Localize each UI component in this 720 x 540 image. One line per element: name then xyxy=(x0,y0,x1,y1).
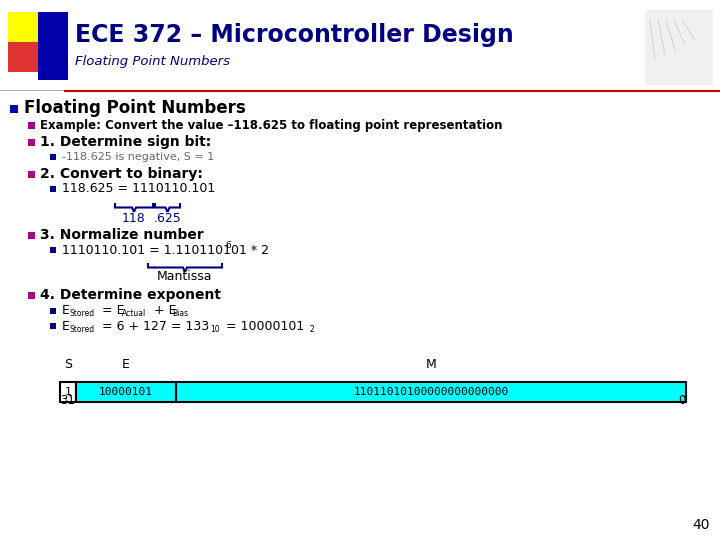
Text: 4. Determine exponent: 4. Determine exponent xyxy=(40,288,221,302)
Text: 118.625 = 1110110.101: 118.625 = 1110110.101 xyxy=(62,183,215,195)
Text: Stored: Stored xyxy=(70,309,95,319)
Bar xyxy=(28,122,35,129)
Bar xyxy=(50,247,56,253)
Bar xyxy=(176,382,686,402)
Text: Example: Convert the value –118.625 to floating point representation: Example: Convert the value –118.625 to f… xyxy=(40,118,503,132)
Text: = 6 + 127 = 133: = 6 + 127 = 133 xyxy=(98,320,209,333)
Bar xyxy=(50,323,56,329)
Bar xyxy=(28,171,35,178)
Text: -118.625 is negative, S = 1: -118.625 is negative, S = 1 xyxy=(62,152,215,162)
Bar xyxy=(50,308,56,314)
Text: 31: 31 xyxy=(60,394,75,407)
Text: = 10000101: = 10000101 xyxy=(222,320,305,333)
Bar xyxy=(8,12,38,42)
Bar xyxy=(28,232,35,239)
Bar xyxy=(645,10,713,85)
Text: Floating Point Numbers: Floating Point Numbers xyxy=(75,56,230,69)
Text: 10000101: 10000101 xyxy=(99,387,153,397)
Text: Stored: Stored xyxy=(70,325,95,334)
Text: 1: 1 xyxy=(65,387,71,397)
Text: Bias: Bias xyxy=(172,309,188,319)
Bar xyxy=(0,0,720,90)
Bar xyxy=(60,382,76,402)
Text: 1. Determine sign bit:: 1. Determine sign bit: xyxy=(40,135,211,149)
Text: M: M xyxy=(426,359,436,372)
Text: 40: 40 xyxy=(693,518,710,532)
Text: Floating Point Numbers: Floating Point Numbers xyxy=(24,99,246,117)
Text: ECE 372 – Microcontroller Design: ECE 372 – Microcontroller Design xyxy=(75,23,514,47)
Bar xyxy=(28,139,35,146)
Text: 11011010100000000000000: 11011010100000000000000 xyxy=(354,387,508,397)
Text: S: S xyxy=(64,359,72,372)
Bar xyxy=(8,42,38,72)
Text: E: E xyxy=(122,359,130,372)
Bar xyxy=(50,154,56,160)
Bar xyxy=(28,292,35,299)
Text: 10: 10 xyxy=(210,325,220,334)
Text: Actual: Actual xyxy=(122,309,146,319)
Bar xyxy=(38,12,68,80)
Text: .625: .625 xyxy=(153,212,181,225)
Text: 118: 118 xyxy=(122,212,146,225)
Text: E: E xyxy=(62,305,70,318)
Text: + E: + E xyxy=(150,305,176,318)
Text: = E: = E xyxy=(98,305,125,318)
Text: 2: 2 xyxy=(310,325,315,334)
Text: 0: 0 xyxy=(679,394,686,407)
Text: 6: 6 xyxy=(225,240,230,249)
Bar xyxy=(10,105,18,113)
Bar xyxy=(76,382,176,402)
Bar xyxy=(50,186,56,192)
Text: Mantissa: Mantissa xyxy=(157,271,212,284)
Text: E: E xyxy=(62,320,70,333)
Text: 1110110.101 = 1.110110101 * 2: 1110110.101 = 1.110110101 * 2 xyxy=(62,244,269,256)
Text: 3. Normalize number: 3. Normalize number xyxy=(40,228,204,242)
Text: 2. Convert to binary:: 2. Convert to binary: xyxy=(40,167,203,181)
